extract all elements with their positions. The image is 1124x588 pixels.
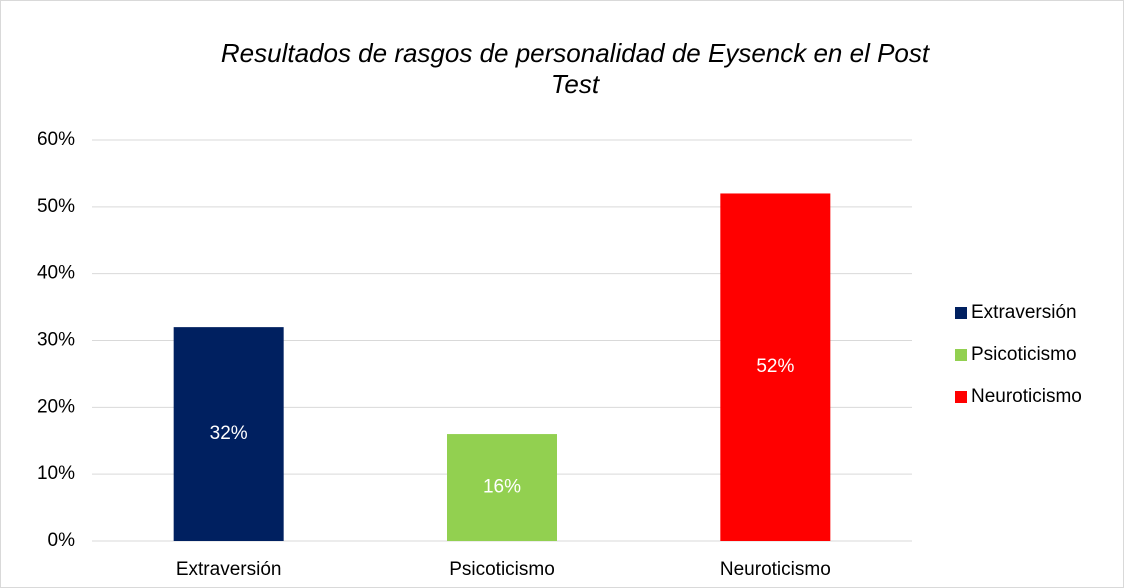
legend-label: Neuroticismo [971,386,1082,407]
x-tick-label: Neuroticismo [720,559,831,580]
bar [720,193,831,541]
y-tick-label: 30% [37,330,75,351]
bar [173,327,284,541]
x-tick-label: Extraversión [176,559,282,580]
legend-swatch [955,307,967,319]
y-tick-label: 50% [37,196,75,217]
data-label: 32% [210,423,248,444]
legend-label: Extraversión [971,302,1077,323]
bar [447,434,557,541]
legend-label: Psicoticismo [971,344,1077,365]
y-tick-label: 0% [48,530,76,551]
x-tick-label: Psicoticismo [449,559,555,580]
y-tick-label: 10% [37,463,75,484]
y-tick-label: 20% [37,396,75,417]
legend-swatch [955,391,967,403]
legend-swatch [955,349,967,361]
y-tick-label: 60% [37,129,75,150]
data-label: 52% [756,356,794,377]
data-label: 16% [483,477,521,498]
chart-title: Resultados de rasgos de personalidad de … [220,38,930,99]
y-tick-label: 40% [37,263,75,284]
